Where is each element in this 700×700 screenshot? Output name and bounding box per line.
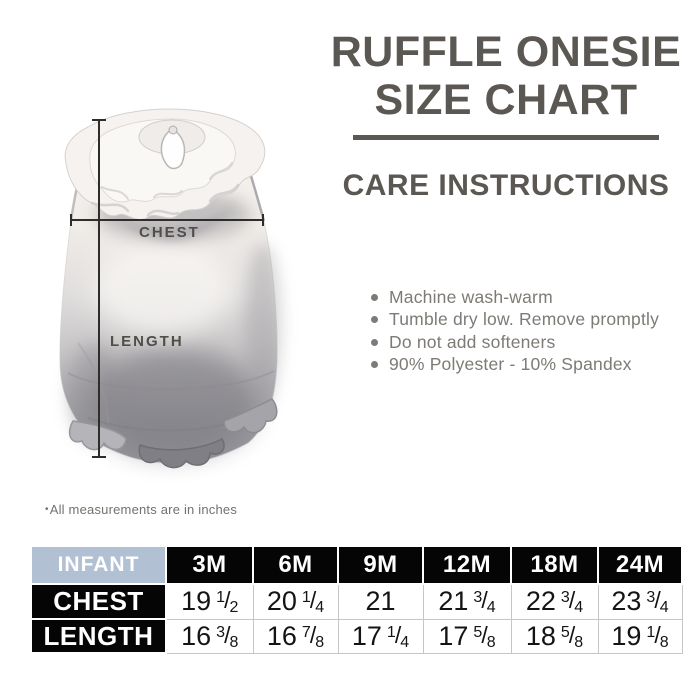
size-value-cell: 21 3/4 (422, 583, 512, 620)
chest-line-right-tick (262, 214, 264, 226)
care-instruction-text: Do not add softeners (389, 331, 556, 352)
size-table: INFANT 3M 6M 9M 12M 18M 24M CHEST 19 1/2 … (30, 545, 683, 654)
header-cell-infant: INFANT (30, 545, 167, 585)
table-row-chest: CHEST 19 1/2 20 1/4 21 21 3/4 22 3/4 23 3/4 (30, 583, 683, 620)
bullet-icon (371, 338, 378, 346)
page-title: RUFFLE ONESIE SIZE CHART (312, 28, 700, 124)
size-value-cell: 17 5/8 (422, 618, 512, 654)
header-cell-18m: 18M (510, 545, 599, 585)
header-cell-12m: 12M (422, 545, 512, 585)
size-value-cell: 17 1/4 (337, 618, 424, 654)
care-instruction-text: Machine wash-warm (389, 287, 553, 307)
measurements-note: •All measurements are in inches (45, 502, 237, 517)
care-instruction-text: 90% Polyester - 10% Spandex (389, 354, 632, 375)
length-label: LENGTH (110, 333, 184, 350)
chest-line-left-tick (70, 214, 72, 226)
care-instruction-item: Tumble dry low. Remove promptly (371, 308, 691, 330)
size-value-cell: 16 7/8 (252, 618, 339, 654)
size-value-cell: 19 1/2 (165, 583, 254, 620)
title-underline (353, 135, 659, 140)
header-cell-24m: 24M (597, 545, 683, 585)
onesie-figure: CHEST LENGTH (0, 0, 330, 560)
bullet-icon (371, 316, 378, 324)
chest-measure-line (70, 219, 264, 221)
onesie-illustration (59, 108, 281, 469)
header-cell-6m: 6M (252, 545, 339, 585)
header-cell-9m: 9M (337, 545, 424, 585)
size-value-cell: 18 5/8 (510, 618, 599, 654)
title-line-1: RUFFLE ONESIE (330, 28, 682, 76)
care-instruction-item: Do not add softeners (371, 331, 691, 353)
table-row-length: LENGTH 16 3/8 16 7/8 17 1/4 17 5/8 18 5/8 19 1… (30, 618, 683, 654)
length-line-bottom-tick (92, 456, 106, 458)
care-instruction-item: Machine wash-warm (371, 286, 691, 308)
row-label-length: LENGTH (30, 618, 167, 654)
header-block: RUFFLE ONESIE SIZE CHART CARE INSTRUCTIO… (312, 28, 700, 203)
bullet-icon (371, 361, 378, 369)
bullet-icon (371, 294, 378, 301)
header-cell-3m: 3M (165, 545, 254, 585)
length-line-top-tick (92, 119, 106, 121)
row-label-chest: CHEST (30, 583, 167, 620)
size-value-cell: 20 1/4 (252, 583, 339, 620)
size-value-cell: 16 3/8 (165, 618, 254, 654)
size-value-cell: 21 (337, 583, 424, 620)
size-value-cell: 19 1/8 (597, 618, 683, 654)
size-value-cell: 22 3/4 (510, 583, 599, 620)
care-instruction-item: 90% Polyester - 10% Spandex (371, 353, 691, 375)
title-line-2: SIZE CHART (374, 76, 638, 124)
table-header-row: INFANT 3M 6M 9M 12M 18M 24M (30, 545, 683, 585)
care-instructions-list: Machine wash-warm Tumble dry low. Remove… (371, 286, 691, 376)
care-instructions-heading: CARE INSTRUCTIONS (342, 169, 670, 202)
chest-label: CHEST (139, 224, 200, 241)
note-text: All measurements are in inches (49, 502, 238, 517)
care-instruction-text: Tumble dry low. Remove promptly (389, 309, 660, 330)
length-measure-line (98, 120, 100, 458)
size-value-cell: 23 3/4 (597, 583, 683, 620)
note-bullet: • (45, 504, 49, 515)
